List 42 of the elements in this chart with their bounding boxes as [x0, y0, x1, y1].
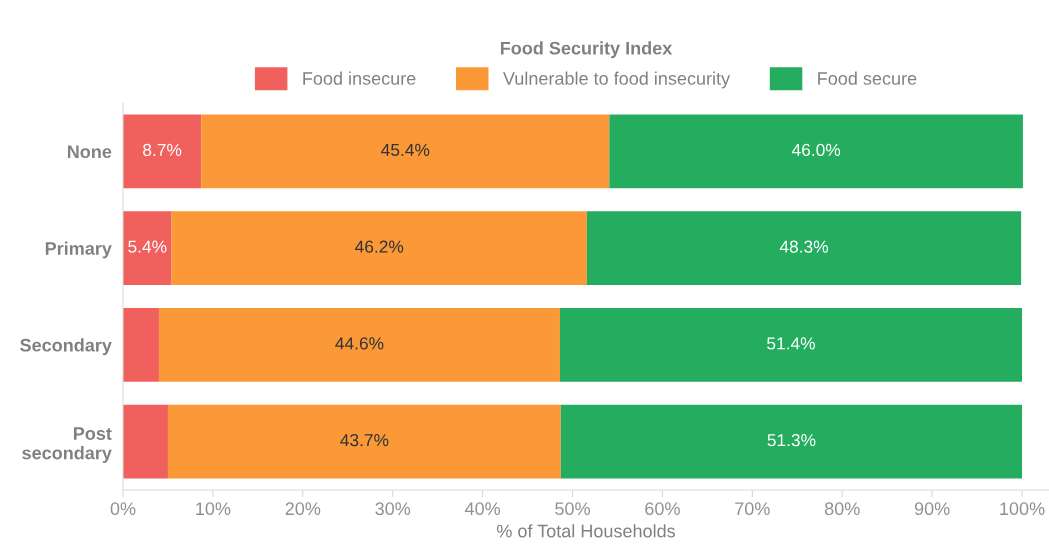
data-label: 51.4% — [767, 337, 815, 350]
bar — [586, 211, 1022, 285]
legend-label: Food insecure — [303, 71, 416, 85]
bar — [560, 404, 1023, 479]
y-tick-label: Secondary — [20, 338, 112, 356]
data-label: 8.7% — [143, 143, 182, 157]
legend-label: Food secure — [818, 71, 917, 85]
data-label: 46.0% — [791, 143, 841, 157]
bar — [559, 308, 1023, 382]
data-label: 51.3% — [767, 433, 816, 447]
y-tick-label: None — [67, 145, 112, 159]
data-label: 46.2% — [355, 240, 404, 253]
data-label: 5.4% — [128, 240, 167, 253]
data-label: 45.4% — [381, 143, 430, 157]
legend-title: Food Security Index — [500, 41, 673, 59]
x-tick-label: 90% — [914, 502, 950, 516]
bar — [201, 114, 610, 189]
legend-label: Vulnerable to food insecurity — [503, 71, 731, 89]
bar — [167, 404, 561, 479]
x-tick-label: 70% — [735, 502, 770, 516]
data-label: 44.6% — [335, 337, 384, 350]
bar — [158, 308, 560, 382]
x-tick-label: 60% — [645, 502, 680, 516]
bar — [123, 404, 168, 479]
bar — [171, 211, 587, 285]
data-label: 43.7% — [340, 433, 389, 447]
x-tick-label: 30% — [375, 502, 411, 516]
x-tick-label: 10% — [196, 502, 231, 516]
bar — [123, 211, 172, 285]
x-tick-label: 50% — [555, 502, 590, 516]
x-tick-label: 20% — [285, 502, 321, 516]
y-tick-label: Primary — [45, 241, 112, 259]
x-tick-label: 40% — [464, 502, 501, 516]
bar — [609, 114, 1023, 189]
data-label: 48.3% — [779, 240, 829, 253]
bar — [123, 114, 202, 189]
x-tick-label: 100% — [1000, 502, 1045, 516]
x-axis-title: % of Total Households — [496, 524, 676, 538]
y-tick-label: Post secondary — [22, 427, 112, 463]
x-tick-label: 80% — [824, 502, 860, 516]
bar — [123, 308, 159, 382]
x-tick-label: 0% — [110, 502, 136, 516]
